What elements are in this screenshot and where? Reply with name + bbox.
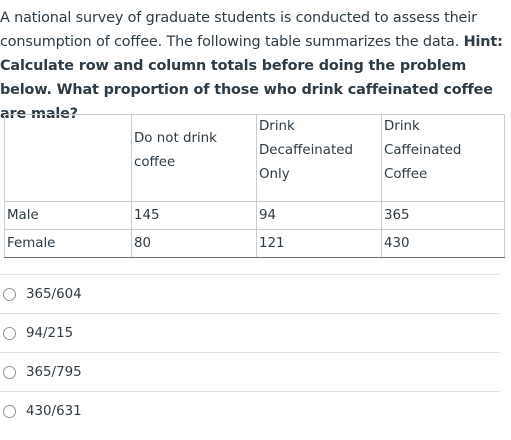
table-header-no-coffee: Do not drink coffee <box>131 114 257 202</box>
row-label-male: Male <box>4 201 132 230</box>
table-header-row: Do not drink coffee Drink Decaffeinated … <box>4 114 505 202</box>
table-cell: 80 <box>131 229 257 258</box>
table-header-caffeinated: Drink Caffeinated Coffee <box>381 114 505 202</box>
table-cell: 145 <box>131 201 257 230</box>
answer-option-4[interactable]: 430/631 <box>0 391 500 430</box>
answer-option-3[interactable]: 365/795 <box>0 352 500 391</box>
table-cell: 430 <box>381 229 505 258</box>
table-cell: 121 <box>256 229 382 258</box>
table-header-decaf: Drink Decaffeinated Only <box>256 114 382 202</box>
table-row: Female 80 121 430 <box>4 229 505 258</box>
question-text: A national survey of graduate students i… <box>0 6 508 126</box>
answer-option-label[interactable]: 94/215 <box>26 325 74 341</box>
row-label-female: Female <box>4 229 132 258</box>
table-cell: 94 <box>256 201 382 230</box>
radio-button[interactable] <box>3 287 16 301</box>
answer-option-label[interactable]: 365/795 <box>26 364 82 380</box>
table-header-corner <box>4 114 132 202</box>
data-table: Do not drink coffee Drink Decaffeinated … <box>4 114 505 258</box>
question-plain: A national survey of graduate students i… <box>0 10 477 50</box>
answer-option-2[interactable]: 94/215 <box>0 313 500 352</box>
radio-button[interactable] <box>3 365 16 379</box>
answer-options: 365/604 94/215 365/795 430/631 <box>0 274 500 430</box>
table-row: Male 145 94 365 <box>4 201 505 230</box>
radio-button[interactable] <box>3 326 16 340</box>
radio-button[interactable] <box>3 404 16 418</box>
answer-option-label[interactable]: 365/604 <box>26 286 82 302</box>
table-cell: 365 <box>381 201 505 230</box>
answer-option-label[interactable]: 430/631 <box>26 403 82 419</box>
answer-option-1[interactable]: 365/604 <box>0 274 500 313</box>
